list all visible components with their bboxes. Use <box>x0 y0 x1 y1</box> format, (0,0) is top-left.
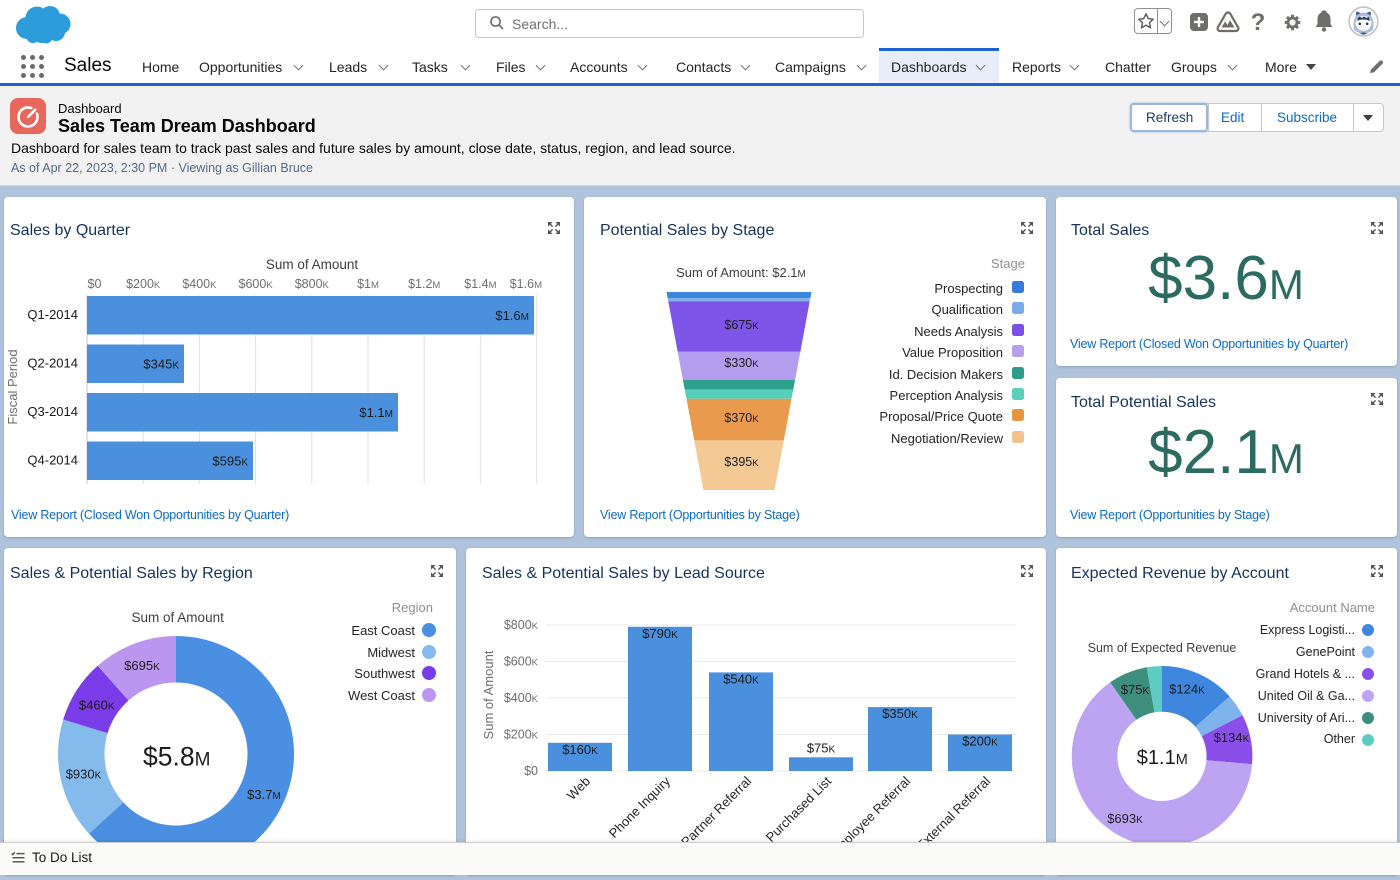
svg-text:$600K: $600K <box>239 277 274 291</box>
svg-text:$693K: $693K <box>1107 811 1143 826</box>
svg-text:Phone Inquiry: Phone Inquiry <box>606 773 674 841</box>
svg-text:$75K: $75K <box>1121 682 1150 697</box>
svg-text:$695K: $695K <box>124 658 160 673</box>
svg-text:Sum of Expected Revenue: Sum of Expected Revenue <box>1088 641 1237 655</box>
svg-text:?: ? <box>1251 9 1266 36</box>
svg-text:$1.2M: $1.2M <box>408 277 440 291</box>
svg-text:$800K: $800K <box>295 277 330 291</box>
svg-text:Q4-2014: Q4-2014 <box>27 453 78 468</box>
svg-text:Fiscal Period: Fiscal Period <box>8 349 20 424</box>
svg-text:$5.8M: $5.8M <box>143 741 210 771</box>
svg-text:$675K: $675K <box>724 318 759 332</box>
svg-text:Sum of Amount: $2.1M: Sum of Amount: $2.1M <box>676 265 806 280</box>
svg-text:$160K: $160K <box>562 742 598 757</box>
svg-text:$400K: $400K <box>504 691 539 705</box>
svg-text:$540K: $540K <box>723 671 759 686</box>
svg-text:$200K: $200K <box>962 734 998 749</box>
svg-text:Sum of Amount: Sum of Amount <box>481 650 496 739</box>
svg-text:$460K: $460K <box>79 698 115 713</box>
svg-text:$1.4M: $1.4M <box>464 277 496 291</box>
svg-text:$345K: $345K <box>143 357 179 372</box>
svg-text:$124K: $124K <box>1169 682 1205 697</box>
svg-text:Partner Referral: Partner Referral <box>678 773 754 849</box>
svg-text:$0: $0 <box>88 277 102 291</box>
svg-text:$370K: $370K <box>724 411 759 425</box>
svg-text:Web: Web <box>564 774 593 803</box>
svg-text:$350K: $350K <box>882 706 918 721</box>
svg-text:$134K: $134K <box>1214 730 1250 745</box>
svg-text:$1.6M: $1.6M <box>510 277 542 291</box>
svg-text:Sum of Amount: Sum of Amount <box>132 610 225 625</box>
svg-text:$330K: $330K <box>724 356 759 370</box>
svg-text:$75K: $75K <box>807 740 836 755</box>
svg-text:$595K: $595K <box>212 454 248 469</box>
svg-text:$200K: $200K <box>126 277 161 291</box>
svg-text:$200K: $200K <box>504 728 539 742</box>
svg-text:$800K: $800K <box>504 618 539 632</box>
svg-text:$1.6M: $1.6M <box>495 308 529 323</box>
svg-text:$1.1M: $1.1M <box>1137 747 1188 769</box>
svg-text:$395K: $395K <box>724 455 759 469</box>
svg-text:$400K: $400K <box>182 277 217 291</box>
svg-text:Q2-2014: Q2-2014 <box>27 356 78 371</box>
svg-text:Q3-2014: Q3-2014 <box>27 404 78 419</box>
svg-text:$0: $0 <box>524 764 538 778</box>
svg-text:$1.1M: $1.1M <box>359 405 393 420</box>
svg-text:Sum of Amount: Sum of Amount <box>266 257 359 272</box>
svg-text:$930K: $930K <box>66 767 102 782</box>
svg-text:$600K: $600K <box>504 655 539 669</box>
svg-text:Q1-2014: Q1-2014 <box>27 307 78 322</box>
svg-text:$1M: $1M <box>357 277 379 291</box>
svg-text:$3.7M: $3.7M <box>247 787 281 802</box>
svg-text:$790K: $790K <box>642 626 678 641</box>
svg-text:Purchased List: Purchased List <box>763 773 835 845</box>
